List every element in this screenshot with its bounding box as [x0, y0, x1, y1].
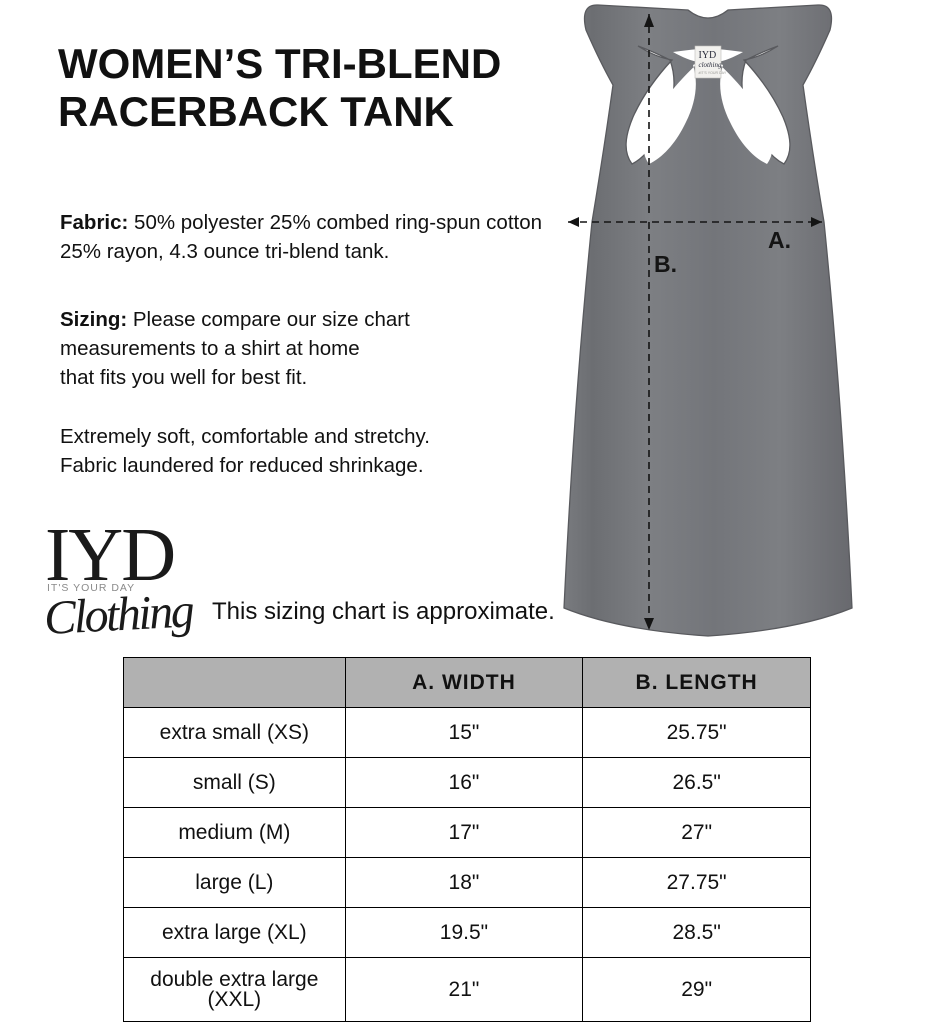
svg-text:clothing: clothing — [699, 61, 722, 69]
svg-text:IYD: IYD — [699, 50, 717, 61]
svg-text:Clothing: Clothing — [45, 584, 195, 640]
svg-text:B.: B. — [654, 251, 677, 277]
svg-text:#IT'S YOUR DAY: #IT'S YOUR DAY — [699, 71, 727, 75]
svg-text:A.: A. — [768, 227, 791, 253]
